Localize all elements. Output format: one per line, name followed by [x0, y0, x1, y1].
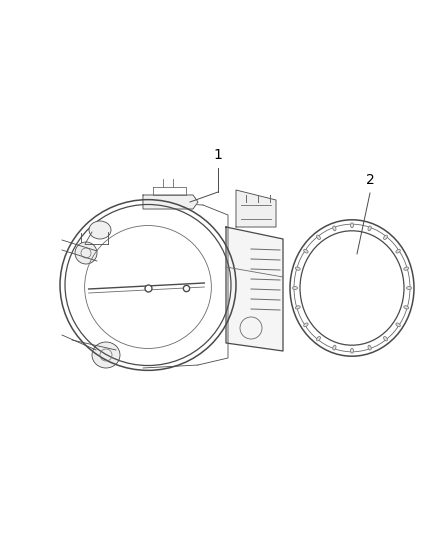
Ellipse shape	[368, 226, 371, 231]
Ellipse shape	[75, 242, 97, 264]
Ellipse shape	[333, 345, 336, 350]
Ellipse shape	[396, 249, 400, 253]
Ellipse shape	[293, 287, 297, 289]
Ellipse shape	[295, 306, 300, 309]
Ellipse shape	[406, 287, 411, 289]
Ellipse shape	[368, 345, 371, 350]
Polygon shape	[226, 227, 283, 351]
Ellipse shape	[404, 306, 409, 309]
Ellipse shape	[404, 267, 409, 270]
Ellipse shape	[89, 221, 111, 239]
Ellipse shape	[304, 323, 308, 327]
Ellipse shape	[384, 235, 387, 239]
Ellipse shape	[317, 235, 321, 239]
Ellipse shape	[317, 336, 321, 341]
Ellipse shape	[333, 226, 336, 231]
Ellipse shape	[350, 223, 353, 228]
Ellipse shape	[295, 267, 300, 270]
Text: 1: 1	[214, 148, 223, 162]
Ellipse shape	[396, 323, 400, 327]
Polygon shape	[143, 195, 198, 209]
Polygon shape	[236, 190, 276, 227]
Ellipse shape	[304, 249, 308, 253]
Ellipse shape	[384, 336, 387, 341]
Ellipse shape	[350, 348, 353, 353]
Ellipse shape	[92, 342, 120, 368]
Text: 2: 2	[366, 173, 374, 187]
